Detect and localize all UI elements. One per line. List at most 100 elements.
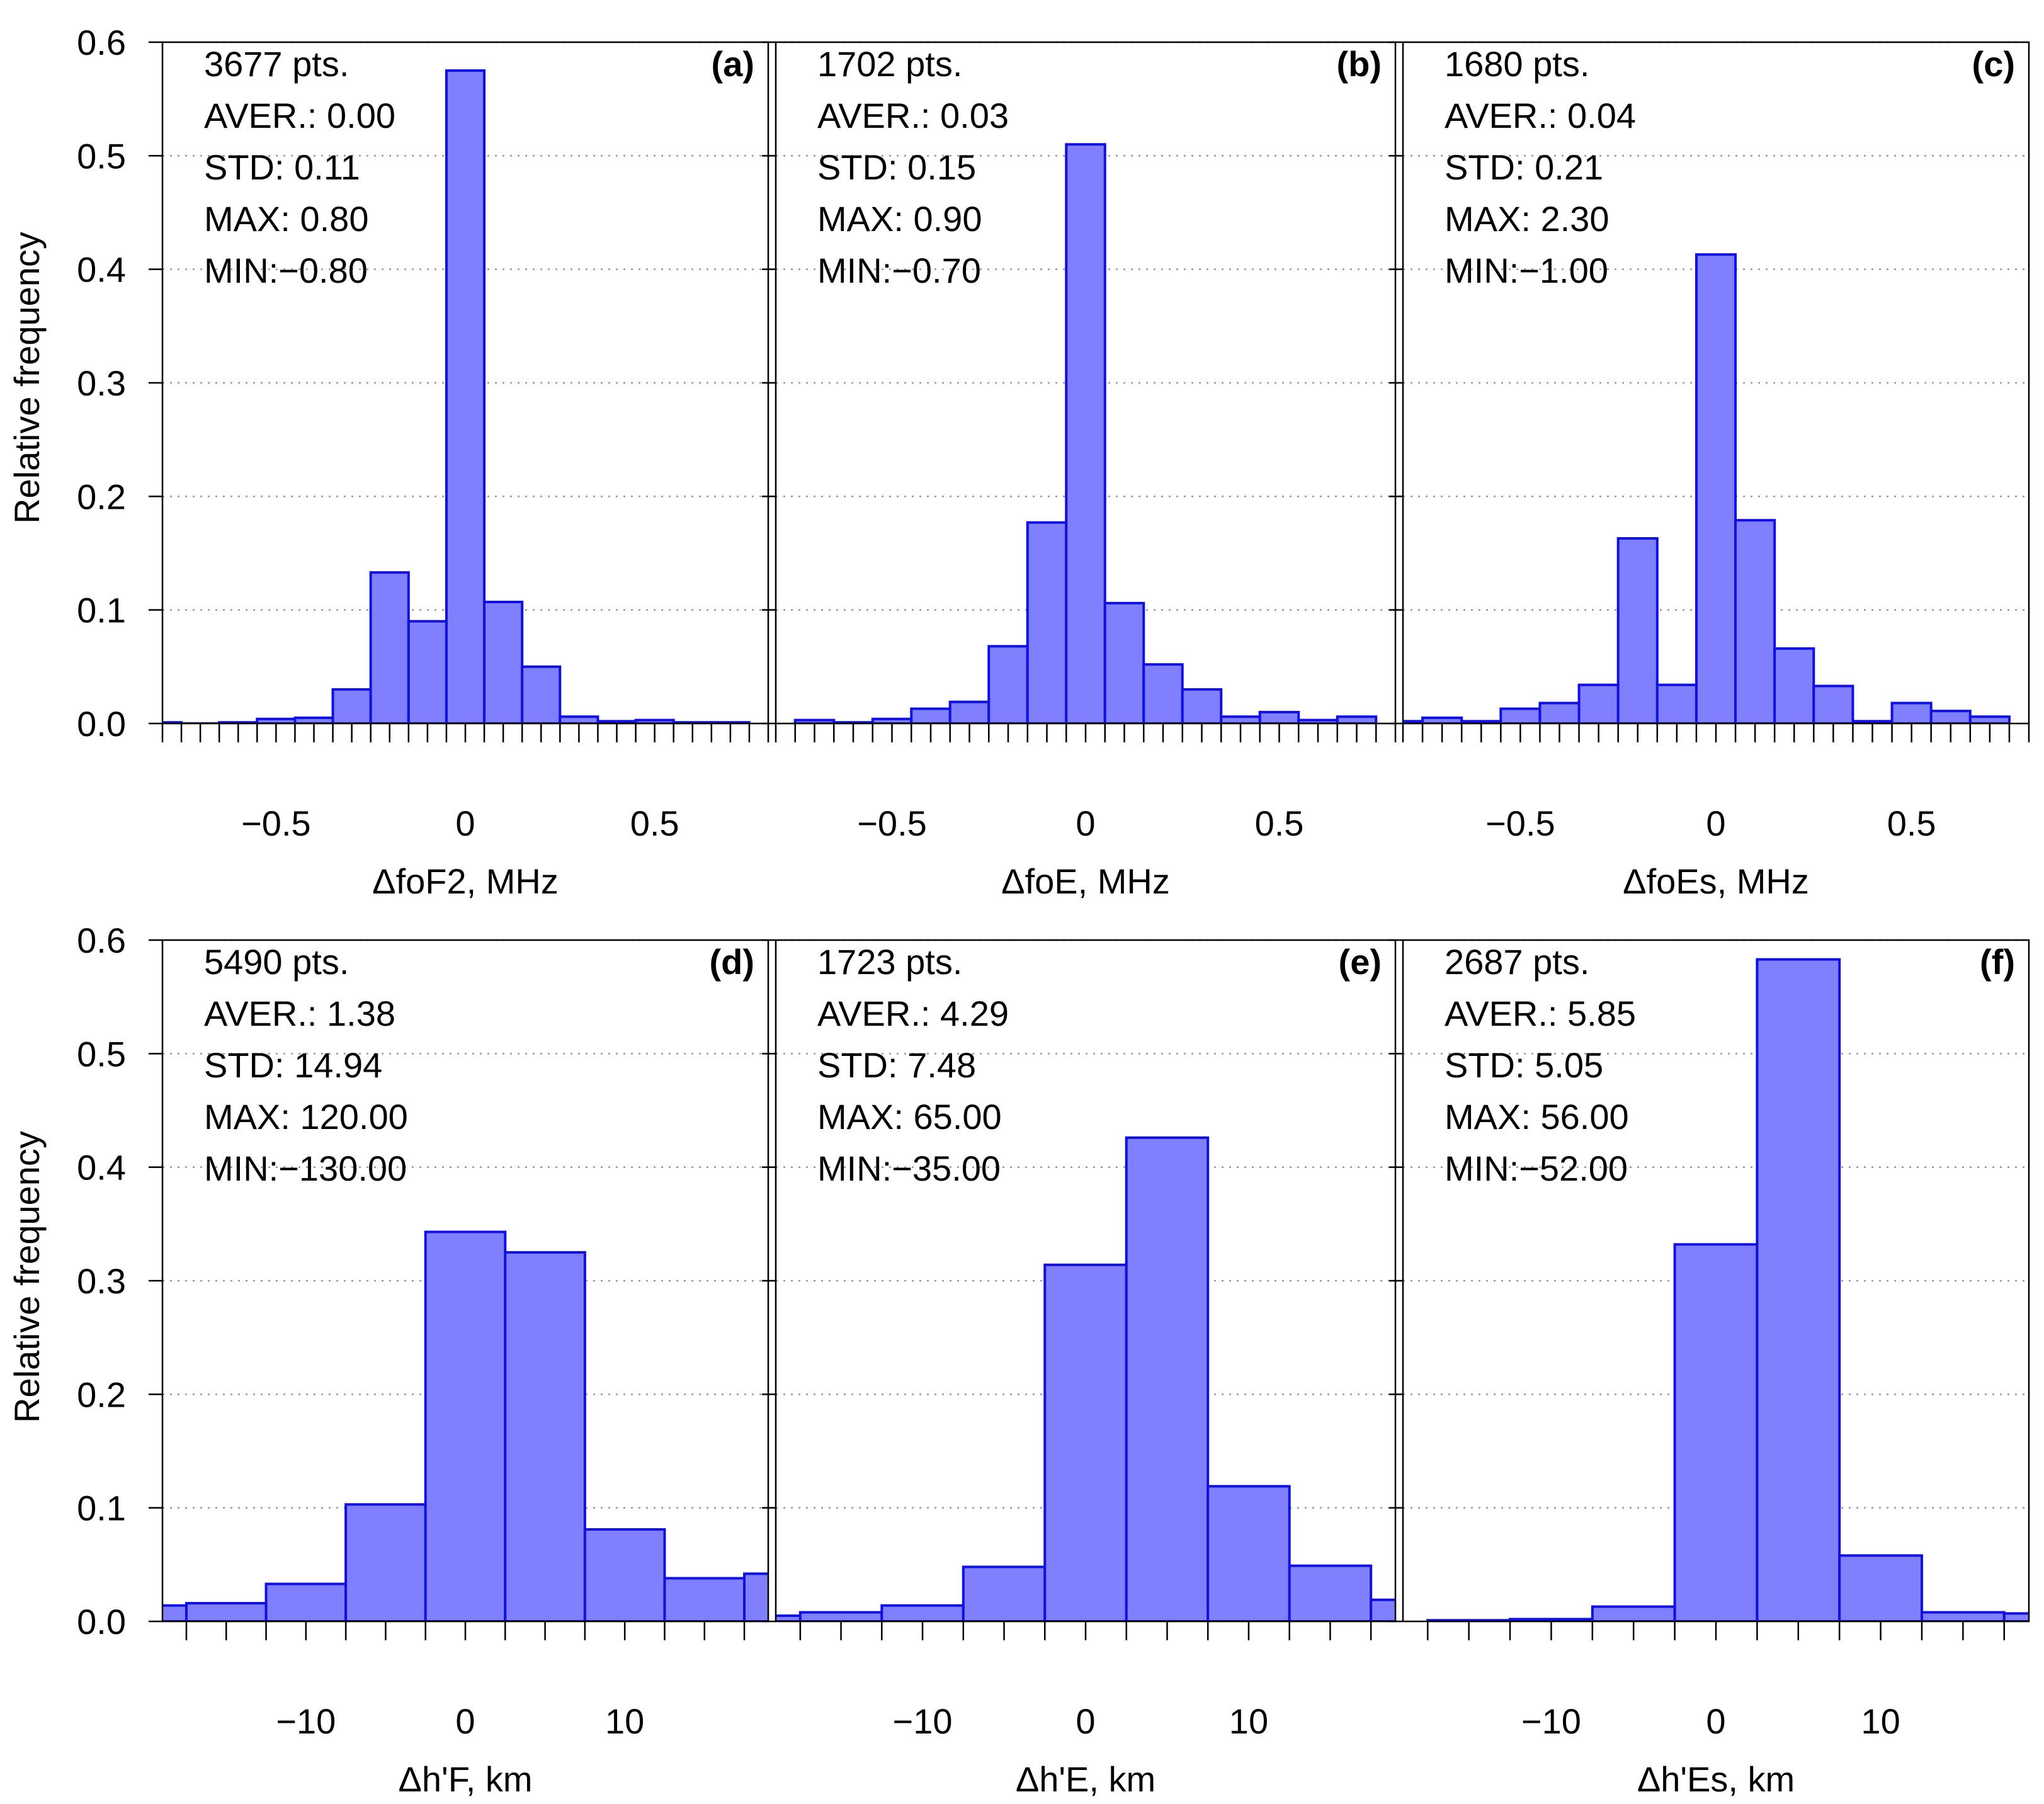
y-tick-label: 0.2 [77,477,126,516]
y-axis-title-top: Relative frequency [7,232,47,524]
histogram-bar [948,700,991,723]
histogram-bar [331,688,372,723]
histogram-bar [504,1251,586,1621]
histogram-bar [2002,1612,2029,1621]
x-tick-label: −10 [893,1701,953,1741]
x-tick-label: 0 [1076,803,1095,843]
histogram-bar [1756,958,1841,1621]
histogram-bar [1920,1611,2006,1621]
histogram-bar [264,1582,348,1621]
stats-line: 3677 pts. [204,44,349,84]
x-tick-label: 10 [1229,1701,1268,1741]
histogram-bar [1336,715,1378,723]
histogram-bar [1258,710,1300,723]
stats-line: 5490 pts. [204,942,349,982]
histogram-bar [1812,684,1854,723]
panel-label: (f) [1980,942,2015,982]
histogram-bar [407,620,448,723]
y-tick-label: 0.2 [77,1375,126,1414]
x-tick-label: 0 [455,1701,475,1741]
panel-c: −0.5 0 0.5 ΔfoEs, MHz 1680 pts. AVER.: 0.04 ST… [1389,41,2030,901]
histogram-bar [1577,683,1620,723]
bars [1403,253,2011,723]
histogram-bar [293,716,334,723]
histogram-bar [1142,663,1184,723]
histogram-bar [483,601,524,723]
bars [162,1230,768,1621]
panel-d: 0.0 0.1 0.2 0.3 0.4 0.5 0.6 −10 0 10 Δh'F, km 5490 … [77,921,769,1799]
histogram-bar [1043,1263,1128,1621]
histogram-bar [1673,1243,1759,1621]
y-tick-label: 0.6 [77,23,126,62]
y-tick-label: 0.4 [77,1148,126,1188]
histogram-bar [1616,537,1659,723]
histogram-bar [1181,688,1223,723]
histogram-bar [583,1528,666,1621]
panel-label: (a) [712,44,754,84]
histogram-bar [1538,701,1581,723]
panel-label: (b) [1336,44,1382,84]
histogram-bar [1207,1485,1291,1621]
x-tick-label: −0.5 [857,803,927,843]
x-tick-label: 0 [455,803,475,843]
histogram-bar [1421,716,1463,723]
stats-line: AVER.: 0.04 [1445,96,1636,135]
x-axis-label: Δh'F, km [398,1759,532,1799]
histogram-bar [559,715,599,723]
x-axis-label: ΔfoF2, MHz [372,861,559,901]
stats-line: 1680 pts. [1445,44,1589,84]
stats-line: 1723 pts. [817,942,962,982]
x-axis-label: ΔfoE, MHz [1001,861,1170,901]
x-tick-label: 10 [605,1701,644,1741]
histogram-bar [1838,1554,1923,1621]
histogram-bar [1026,521,1068,723]
stats-line: MIN:−0.80 [204,251,368,290]
histogram-bar [1968,715,2011,723]
y-tick-label: 0.3 [77,363,126,403]
x-tick-label: 0.5 [1887,803,1936,843]
histogram-bar [962,1565,1047,1621]
stats-line: STD: 0.15 [817,147,976,187]
x-tick-label: 0.5 [1255,803,1304,843]
x-tick-label: −10 [1521,1701,1581,1741]
x-tick-label: 0 [1706,803,1725,843]
stats-line: MIN:−52.00 [1445,1149,1628,1188]
stats-line: AVER.: 5.85 [1445,994,1636,1033]
histogram-bar [1695,253,1737,723]
x-tick-label: 0.5 [630,803,679,843]
histogram-bar [1734,519,1776,723]
panel-label: (e) [1339,942,1382,982]
stats-line: 2687 pts. [1445,942,1589,982]
stats-line: MIN:−130.00 [204,1149,407,1188]
histogram-bar [1125,1136,1210,1621]
stats-line: MAX: 0.90 [817,199,982,239]
histogram-bar [521,665,562,723]
stats-line: 1702 pts. [817,44,962,84]
x-axis-label: ΔfoEs, MHz [1623,861,1809,901]
y-tick-label: 0.5 [77,136,126,176]
stats-line: STD: 0.21 [1445,147,1603,187]
histogram-bar [424,1230,507,1621]
stats-line: STD: 5.05 [1445,1045,1603,1085]
y-tick-label: 0.0 [77,704,126,744]
x-tick-label: −0.5 [241,803,311,843]
y-tick-label: 0.1 [77,1489,126,1528]
x-axis-label: Δh'E, km [1016,1759,1155,1799]
stats-line: AVER.: 1.38 [204,994,395,1033]
histogram-bar [880,1604,965,1621]
panel-e: −10 0 10 Δh'E, km 1723 pts. AVER.: 4.29 STD: 7… [762,939,1397,1799]
histogram-bar [1890,701,1933,723]
stats-line: MIN:−1.00 [1445,251,1608,290]
bars [162,69,751,723]
y-axis-title-bottom: Relative frequency [7,1131,47,1423]
stats-line: STD: 0.11 [204,147,360,187]
histogram-bar [1370,1598,1395,1621]
stats-line: AVER.: 4.29 [817,994,1009,1033]
stats-line: MAX: 56.00 [1445,1097,1629,1137]
stats-line: MAX: 0.80 [204,199,368,239]
histogram-bar [910,707,951,723]
histogram-bar [1929,710,1972,723]
y-tick-label: 0.4 [77,250,126,290]
x-tick-label: −0.5 [1485,803,1555,843]
